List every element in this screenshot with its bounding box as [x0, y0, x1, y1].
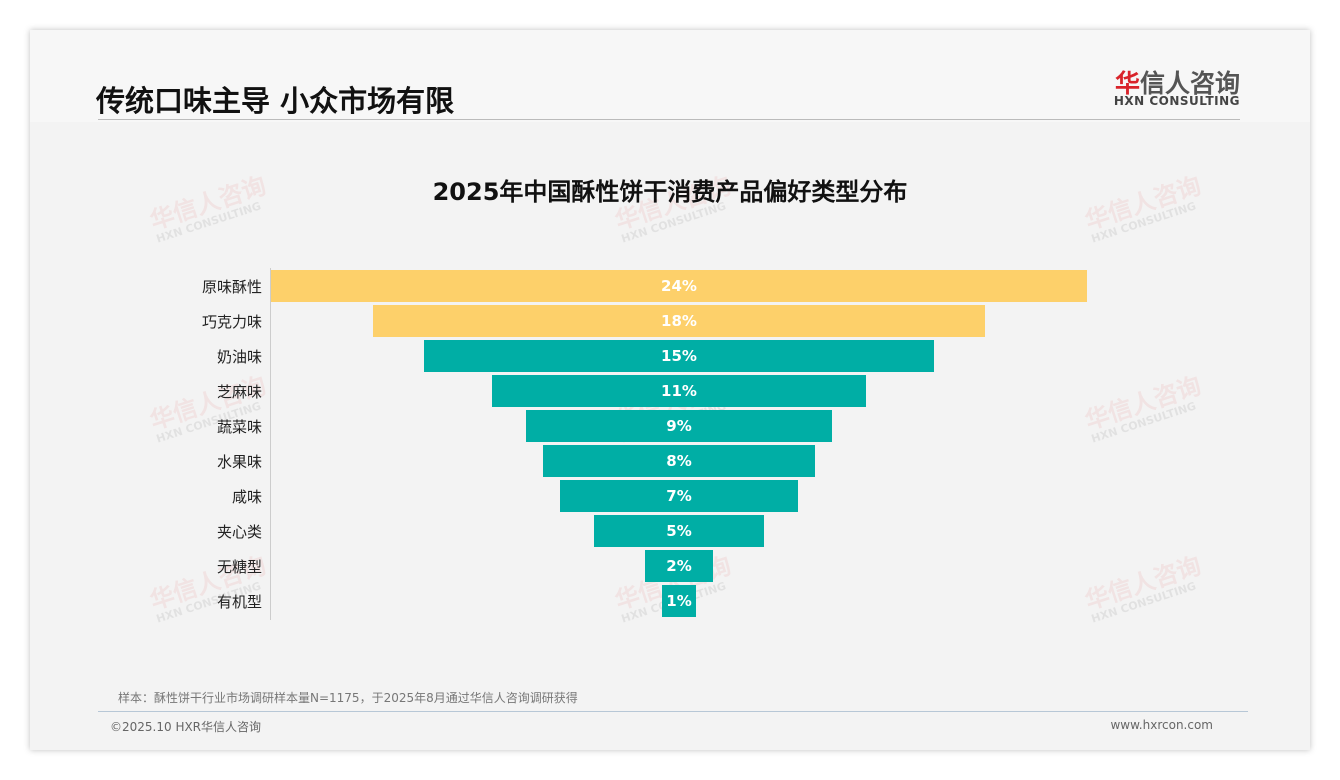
sample-note: 样本：酥性饼干行业市场调研样本量N=1175，于2025年8月通过华信人咨询调研… [118, 691, 578, 705]
data-label: 15% [661, 347, 697, 365]
page-title: 传统口味主导 小众市场有限 [96, 84, 455, 118]
logo-mark: 华 [1114, 69, 1140, 98]
chart-title: 2025年中国酥性饼干消费产品偏好类型分布 [432, 178, 908, 206]
data-label: 5% [666, 522, 692, 540]
data-label: 18% [661, 312, 697, 330]
category-label: 芝麻味 [216, 383, 262, 401]
bar [373, 305, 985, 337]
data-label: 24% [661, 277, 697, 295]
data-label: 1% [666, 592, 692, 610]
bar [560, 480, 798, 512]
bar [594, 515, 764, 547]
bar [492, 375, 866, 407]
header [30, 30, 1310, 122]
y-axis-line [270, 268, 271, 620]
data-label: 2% [666, 557, 692, 575]
category-label: 有机型 [216, 593, 262, 611]
bar [543, 445, 815, 477]
data-label: 9% [666, 417, 692, 435]
category-label: 巧克力味 [201, 313, 262, 331]
data-label: 7% [666, 487, 692, 505]
data-label: 8% [666, 452, 692, 470]
bar [526, 410, 832, 442]
category-label: 水果味 [216, 453, 262, 471]
bar [662, 585, 696, 617]
category-label: 原味酥性 [201, 278, 262, 296]
bar [424, 340, 934, 372]
copyright: ©2025.10 HXR华信人咨询 [110, 720, 262, 734]
footer-divider [98, 711, 1248, 712]
funnel-chart: 原味酥性 24% 巧克力味 18% 奶油味 15% 芝麻味 11% 蔬菜味 9% 水果味 8% 咸味 7%… [30, 30, 1310, 750]
category-label: 蔬菜味 [216, 418, 262, 436]
category-label: 无糖型 [216, 558, 262, 576]
bar [645, 550, 713, 582]
data-label: 11% [661, 382, 697, 400]
website-link[interactable]: www.hxrcon.com [1110, 718, 1213, 732]
logo: 华信人咨询 [1115, 64, 1240, 100]
category-label: 夹心类 [216, 523, 262, 541]
logo-en: HXN CONSULTING [1113, 94, 1240, 108]
category-label: 咸味 [231, 488, 262, 506]
slide: 传统口味主导 小众市场有限 华信人咨询 HXN CONSULTING 华信人咨询… [30, 30, 1310, 750]
logo-text: 信人咨询 [1139, 69, 1240, 98]
bar [271, 270, 1087, 302]
category-label: 奶油味 [216, 348, 262, 366]
header-divider [98, 119, 1240, 120]
